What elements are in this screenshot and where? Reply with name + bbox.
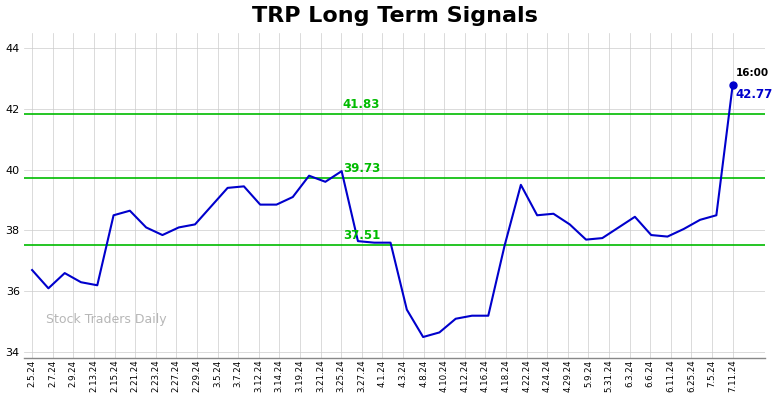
Text: 39.73: 39.73 bbox=[343, 162, 380, 175]
Title: TRP Long Term Signals: TRP Long Term Signals bbox=[252, 6, 538, 25]
Text: 37.51: 37.51 bbox=[343, 229, 380, 242]
Text: 42.77: 42.77 bbox=[736, 88, 773, 101]
Text: 16:00: 16:00 bbox=[736, 68, 769, 78]
Text: 41.83: 41.83 bbox=[343, 98, 380, 111]
Text: Stock Traders Daily: Stock Traders Daily bbox=[46, 313, 167, 326]
